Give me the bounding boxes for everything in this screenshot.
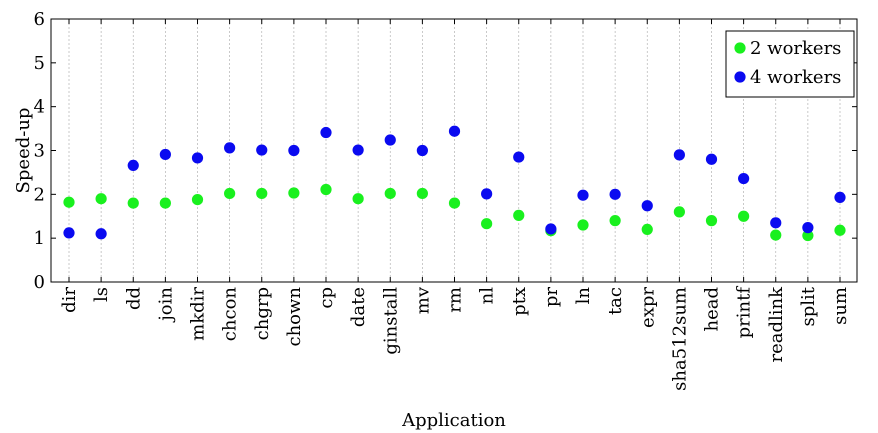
point-2w-join [159,197,171,209]
point-2w-sha512sum [673,206,685,218]
x-tick-label-split: split [798,286,819,326]
y-tick-label: 5 [34,53,45,74]
y-axis: 0 1 2 3 4 5 6 [34,9,857,293]
point-4w-chcon [224,142,236,154]
point-2w-chgrp [256,187,268,200]
point-2w-mv [416,187,428,200]
point-2w-rm [448,197,461,209]
point-4w-pr [545,223,557,235]
point-4w-cp [320,126,332,139]
point-2w-cp [320,183,332,196]
plot-frame [50,18,858,283]
point-4w-ls [95,228,107,240]
point-2w-nl [481,218,493,230]
x-tick-label-cp: cp [316,287,337,309]
y-tick-label: 1 [34,228,45,249]
x-tick-label-ls: ls [91,287,112,302]
x-tick-label-rm: rm [445,287,466,313]
point-2w-tac [609,215,621,227]
point-2w-chown [288,187,300,199]
x-tick-label-join: join [155,287,176,323]
x-tick-label-head: head [702,287,723,332]
point-2w-expr [641,223,653,235]
point-4w-readlink [770,217,782,229]
point-4w-ln [577,189,589,201]
x-tick-label-ln: ln [573,287,594,305]
point-4w-chown [288,144,300,157]
y-axis-title: Speed-up [13,108,34,194]
x-axis-title: Application [401,410,506,431]
point-4w-dir [63,227,75,239]
x-tick-label-readlink: readlink [766,286,787,363]
point-4w-chgrp [256,144,268,156]
point-4w-ginstall [384,134,396,146]
point-2w-printf [738,210,750,222]
legend-marker-2w [734,42,746,54]
x-tick-label-ginstall: ginstall [380,287,401,355]
x-tick-label-chown: chown [284,287,305,347]
y-tick-label: 4 [34,97,45,118]
x-tick-label-mkdir: mkdir [188,287,209,341]
point-2w-ls [95,193,107,205]
point-4w-dd [127,159,139,172]
point-4w-tac [609,188,621,200]
x-tick-label-ptx: ptx [509,287,530,316]
x-axis: dir ls dd join mkdir chcon chgrp chown cp date gin… [59,19,851,391]
point-2w-ptx [513,209,525,221]
x-tick-label-printf: printf [734,286,755,339]
point-2w-split [802,229,814,242]
point-2w-dir [63,196,75,208]
legend-label-2w: 2 workers [750,38,841,59]
data-points [63,125,846,242]
point-4w-split [802,222,814,234]
x-tick-label-chgrp: chgrp [252,287,273,340]
legend-label-4w: 4 workers [750,67,841,88]
y-tick-label: 2 [34,184,45,205]
x-tick-label-chcon: chcon [220,287,241,342]
point-2w-readlink [770,229,782,241]
point-2w-dd [127,197,139,209]
legend: 2 workers 4 workers [725,30,855,98]
grid-lines [68,19,841,282]
y-tick-label: 6 [34,9,45,30]
point-4w-rm [448,125,461,137]
point-4w-nl [481,188,493,200]
point-2w-sum [834,224,846,236]
x-tick-label-pr: pr [541,287,562,308]
y-tick-label: 3 [34,141,45,162]
legend-box [725,30,855,98]
point-4w-join [159,148,171,161]
point-4w-date [352,144,364,156]
point-2w-ln [577,219,589,231]
x-tick-label-sum: sum [830,287,851,325]
y-tick-label: 0 [34,272,45,293]
x-tick-label-dir: dir [59,287,80,313]
point-4w-expr [641,200,653,212]
point-4w-mkdir [191,152,204,164]
point-4w-sum [834,191,846,204]
x-tick-label-mv: mv [412,286,433,314]
legend-marker-4w [734,71,746,83]
point-2w-date [352,193,364,205]
point-4w-mv [416,144,428,157]
x-tick-label-date: date [348,287,369,327]
x-tick-label-tac: tac [605,287,626,315]
x-tick-label-sha512sum: sha512sum [669,287,690,391]
x-tick-label-nl: nl [477,287,498,305]
point-2w-head [705,215,718,227]
point-2w-ginstall [384,187,396,200]
point-4w-sha512sum [673,149,685,161]
point-4w-printf [738,172,750,185]
point-2w-mkdir [191,193,204,206]
x-tick-label-expr: expr [637,287,658,328]
x-tick-label-dd: dd [123,287,144,310]
point-2w-chcon [224,187,236,200]
point-4w-ptx [513,151,525,163]
point-4w-head [705,153,718,165]
